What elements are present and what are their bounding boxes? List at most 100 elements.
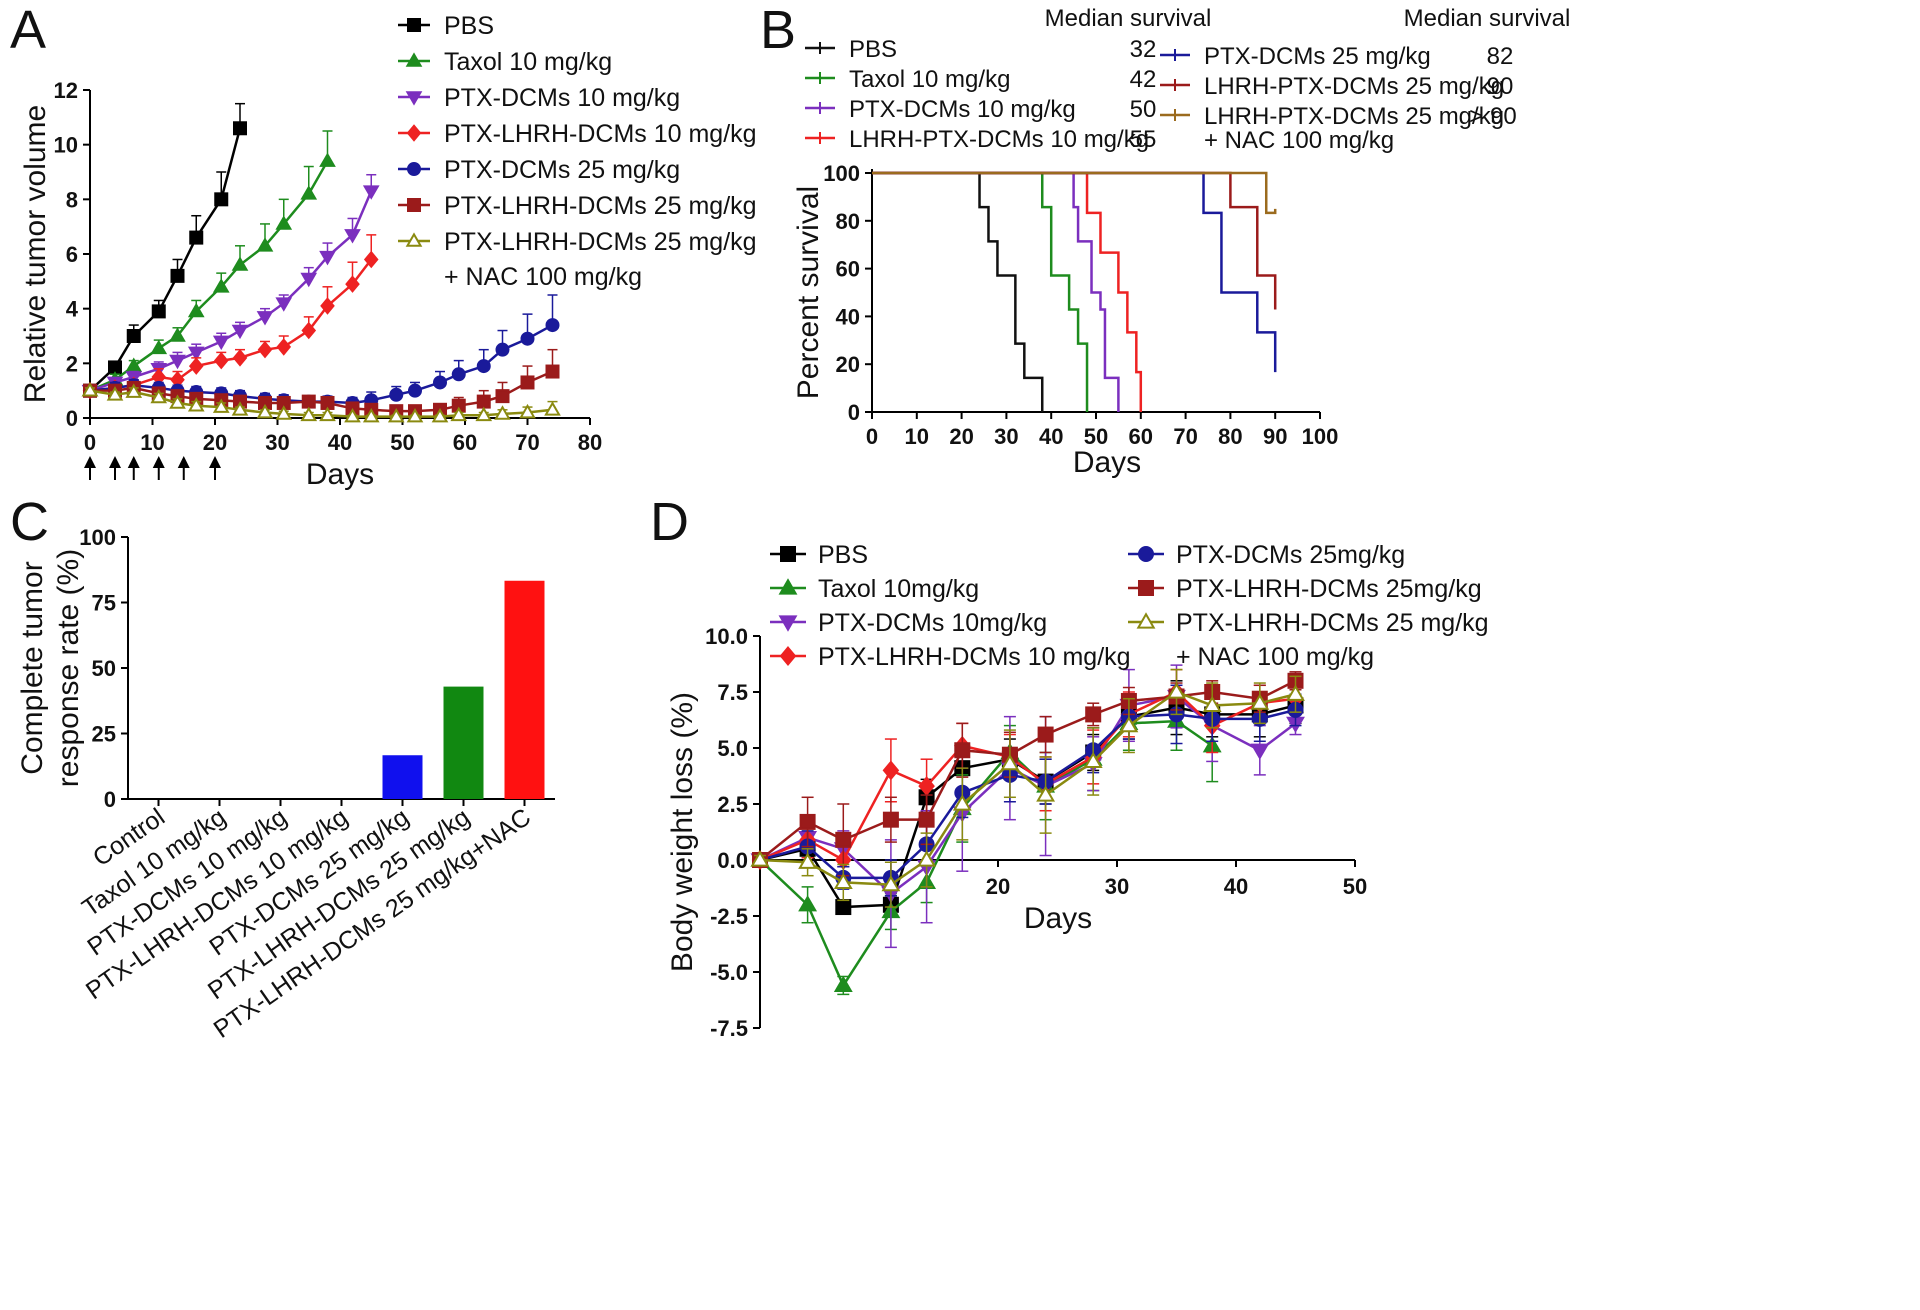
b-x-tick-label: 20: [949, 424, 973, 449]
a-data-point: [544, 401, 561, 416]
panel-label-a: A: [10, 0, 46, 60]
a-data-point: [276, 338, 292, 356]
a-data-point: [275, 405, 293, 420]
a-data-point: [319, 406, 336, 422]
b-x-tick-label: 0: [866, 424, 878, 449]
a-x-tick-label: 60: [453, 430, 477, 455]
a-y-tick-label: 2: [66, 351, 78, 376]
d-data-point: [952, 794, 972, 811]
a-data-point: [431, 408, 449, 423]
a-x-tick-label: 80: [578, 430, 602, 455]
a-data-point: [545, 364, 560, 379]
a-y-tick-label: 0: [66, 406, 78, 431]
d-x-tick-label: 30: [1105, 874, 1129, 899]
a-x-tick-label: 20: [203, 430, 227, 455]
b-x-tick-label: 100: [1302, 424, 1339, 449]
a-data-point: [344, 408, 361, 423]
a-legend-marker: [405, 91, 423, 106]
a-y-tick-label: 6: [66, 242, 78, 267]
a-data-point: [256, 311, 274, 326]
b-legend-label: LHRH-PTX-DCMs 10 mg/kg: [849, 126, 1149, 153]
b-survival-curve: [872, 171, 1277, 215]
a-data-point: [125, 383, 143, 398]
d-series-line: [759, 719, 1213, 989]
b-x-axis-label: Days: [1073, 446, 1141, 479]
d-data-point: [1250, 743, 1270, 760]
d-legend-label: PTX-DCMs 10mg/kg: [818, 609, 1047, 637]
a-data-point: [495, 342, 510, 357]
d-data-point: [799, 813, 816, 830]
a-legend-marker: [407, 198, 421, 212]
a-data-point: [150, 388, 168, 404]
b-median-header-2: Median survival: [1404, 5, 1571, 32]
a-data-point: [362, 408, 380, 423]
b-survival-curve: [872, 171, 1277, 373]
d-y-tick-label: 5.0: [717, 736, 748, 761]
d-data-point: [1036, 785, 1056, 802]
d-data-point: [1083, 751, 1103, 769]
d-x-tick-label: 40: [1224, 874, 1248, 899]
d-legend-label: PTX-LHRH-DCMs 10 mg/kg: [818, 643, 1131, 671]
a-data-point: [106, 386, 124, 401]
a-x-tick-label: 0: [84, 430, 96, 455]
a-data-point: [126, 329, 141, 343]
a-data-point: [520, 375, 535, 390]
b-survival-curve: [872, 171, 1089, 412]
panel-label-c: C: [10, 492, 49, 552]
a-data-point: [256, 403, 274, 419]
a-data-point: [495, 389, 510, 404]
d-data-point: [1119, 715, 1139, 733]
a-data-point: [231, 256, 249, 271]
a-data-point: [256, 237, 274, 252]
a-data-point: [320, 297, 335, 315]
a-data-point: [170, 268, 185, 283]
a-legend-label: PTX-LHRH-DCMs 25 mg/kg: [444, 192, 757, 220]
a-data-point: [189, 230, 204, 245]
a-legend-marker: [405, 232, 423, 247]
d-data-point: [835, 899, 852, 916]
a-data-point: [232, 349, 248, 367]
d-x-tick-label: 20: [986, 874, 1010, 899]
d-y-tick-label: -7.5: [710, 1016, 748, 1041]
d-y-tick-label: 7.5: [717, 680, 748, 705]
d-legend-label: PBS: [818, 541, 868, 569]
d-data-point: [798, 895, 818, 912]
d-legend-marker: [1136, 612, 1156, 629]
a-data-point: [214, 192, 229, 207]
d-legend-marker: [780, 546, 796, 562]
b-legend-label: Taxol 10 mg/kg: [849, 66, 1010, 93]
a-data-point: [450, 406, 468, 422]
d-legend-label: PTX-LHRH-DCMs 25 mg/kg: [1176, 609, 1489, 637]
b-median-value: 55: [1130, 126, 1157, 153]
a-dose-arrow-icon: [152, 456, 165, 468]
d-x-tick-label: 50: [1343, 874, 1367, 899]
a-data-point: [231, 324, 249, 340]
d-y-tick-label: 0.0: [717, 848, 748, 873]
d-data-point: [882, 760, 900, 781]
d-data-point: [918, 811, 935, 828]
a-y-tick-label: 4: [66, 297, 79, 322]
b-legend-label-line2: + NAC 100 mg/kg: [1204, 127, 1394, 154]
b-x-tick-label: 30: [994, 424, 1018, 449]
a-data-point: [212, 398, 230, 413]
d-x-axis-label: Days: [1024, 902, 1092, 935]
b-median-value: 32: [1130, 36, 1157, 63]
c-y-tick-label: 25: [92, 722, 116, 747]
c-y-tick-label: 100: [79, 525, 116, 550]
b-x-tick-label: 50: [1084, 424, 1108, 449]
a-legend-label: PTX-DCMs 10 mg/kg: [444, 84, 680, 112]
d-legend-label: PTX-LHRH-DCMs 25mg/kg: [1176, 575, 1482, 603]
a-data-point: [233, 121, 247, 136]
a-data-point: [212, 278, 230, 293]
a-legend-marker: [406, 124, 422, 142]
a-dose-arrow-icon: [127, 456, 140, 468]
d-data-point: [1202, 695, 1222, 713]
b-median-value: 42: [1130, 66, 1157, 93]
b-median-value: > 90: [1469, 103, 1516, 130]
a-data-point: [169, 354, 186, 370]
panel-label-d: D: [650, 492, 689, 552]
d-data-point: [750, 850, 770, 867]
d-data-point: [1037, 726, 1054, 743]
a-data-point: [81, 382, 99, 397]
d-data-point: [1286, 684, 1305, 701]
